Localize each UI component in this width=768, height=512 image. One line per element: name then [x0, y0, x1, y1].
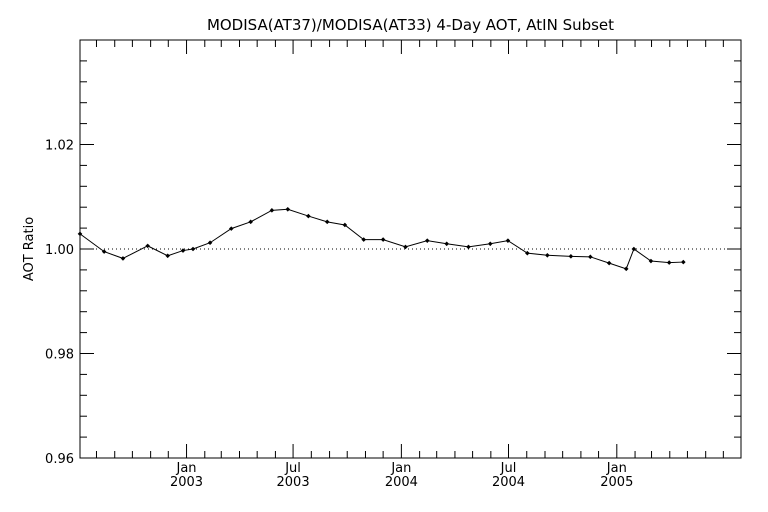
data-point	[180, 248, 186, 253]
x-tick-label-month: Jan	[176, 461, 197, 476]
data-point	[466, 244, 471, 250]
data-point	[487, 241, 493, 247]
plot-frame	[79, 39, 742, 459]
x-tick-label-year: 2004	[385, 475, 418, 490]
data-point	[101, 249, 107, 254]
data-point	[361, 237, 367, 242]
data-point	[606, 260, 612, 266]
data-point	[207, 240, 213, 246]
data-point	[306, 213, 311, 219]
y-tick-label: 0.96	[45, 452, 74, 467]
data-point	[120, 256, 126, 261]
x-tick-label-year: 2004	[492, 475, 525, 490]
data-point	[324, 219, 330, 225]
x-tick-label-year: 2003	[277, 475, 310, 490]
series-layer	[77, 206, 686, 272]
y-tick-label: 1.02	[45, 139, 74, 154]
data-point	[631, 246, 637, 252]
data-point	[545, 252, 550, 258]
data-point	[505, 238, 511, 243]
y-axis-label: AOT Ratio	[22, 217, 37, 281]
data-point	[588, 254, 593, 260]
x-tick-label-month: Jan	[390, 461, 411, 476]
y-tick-label: 1.00	[45, 243, 74, 258]
chart-title: MODISA(AT37)/MODISA(AT33) 4-Day AOT, AtI…	[207, 16, 614, 34]
data-point	[285, 206, 291, 212]
data-point	[269, 208, 275, 213]
data-point	[228, 226, 234, 231]
x-tick-label-month: Jul	[284, 461, 301, 476]
data-point	[380, 237, 386, 242]
data-point	[623, 266, 629, 272]
data-point	[77, 231, 83, 237]
y-tick-label: 0.98	[45, 348, 74, 363]
data-point	[648, 258, 654, 264]
data-point	[248, 219, 253, 225]
data-point	[342, 222, 348, 228]
data-point	[568, 254, 574, 259]
data-point	[403, 244, 408, 250]
data-point	[190, 246, 196, 252]
x-tick-label-month: Jan	[606, 461, 627, 476]
y-axis-ticks: 0.96 0.98 1.00 1.02	[45, 39, 741, 467]
x-tick-label-year: 2005	[600, 475, 633, 490]
data-point	[525, 250, 530, 256]
data-point	[145, 243, 150, 249]
data-point	[165, 253, 171, 259]
data-point	[424, 238, 430, 243]
data-point	[444, 241, 449, 247]
data-point	[666, 260, 672, 265]
data-point	[681, 259, 686, 265]
x-tick-label-year: 2003	[170, 475, 203, 490]
x-tick-label-month: Jul	[500, 461, 517, 476]
